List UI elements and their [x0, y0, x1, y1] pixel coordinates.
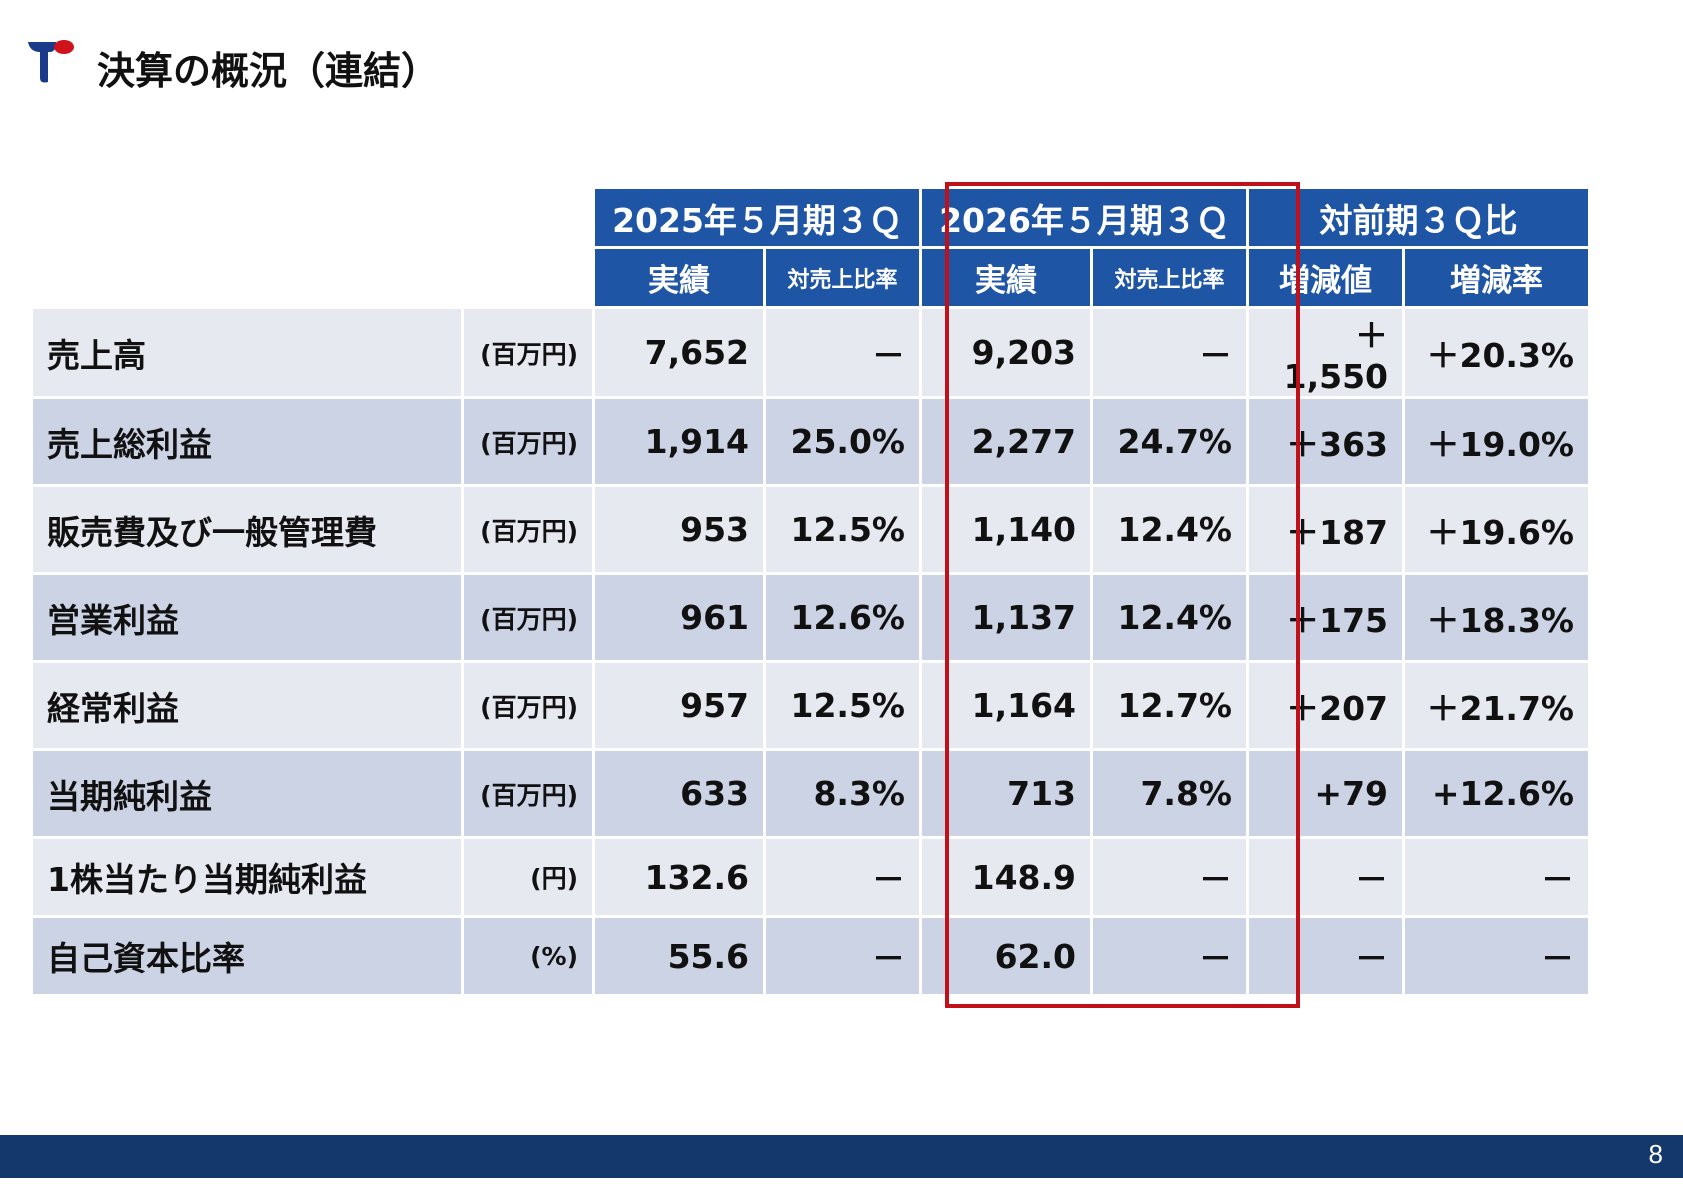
cell-value: 148.9: [922, 839, 1090, 915]
row-unit: (百万円): [464, 487, 592, 572]
row-label: 売上総利益: [33, 399, 461, 484]
row-label: 経常利益: [33, 663, 461, 748]
cell-value: 961: [595, 575, 763, 660]
group-header: 2026年５月期３Ｑ: [922, 189, 1246, 246]
cell-value: 1,137: [922, 575, 1090, 660]
page-title: 決算の概況（連結）: [97, 49, 440, 93]
cell-value: 1,164: [922, 663, 1090, 748]
cell-value: －: [1405, 839, 1588, 915]
cell-value: －: [1093, 839, 1246, 915]
row-unit: (百万円): [464, 751, 592, 836]
cell-value: －: [766, 839, 919, 915]
group-header: 2025年５月期３Ｑ: [595, 189, 919, 246]
cell-value: 1,914: [595, 399, 763, 484]
group-header: 対前期３Ｑ比: [1249, 189, 1588, 246]
cell-value: 25.0%: [766, 399, 919, 484]
subheader: 増減率: [1405, 249, 1588, 306]
subheader: 実績: [595, 249, 763, 306]
cell-value: 957: [595, 663, 763, 748]
table-row: 当期純利益 (百万円) 633 8.3% 713 7.8% +79 +12.6%: [33, 751, 1588, 836]
cell-value: －: [1405, 918, 1588, 994]
cell-value: ＋20.3%: [1405, 309, 1588, 396]
row-unit: (百万円): [464, 309, 592, 396]
cell-value: 7.8%: [1093, 751, 1246, 836]
cell-value: ＋187: [1249, 487, 1402, 572]
subheader: 増減値: [1249, 249, 1402, 306]
cell-value: ＋363: [1249, 399, 1402, 484]
cell-value: 12.4%: [1093, 575, 1246, 660]
cell-value: 12.4%: [1093, 487, 1246, 572]
table-row: 売上高 (百万円) 7,652 － 9,203 －＋1,550 ＋20.3%: [33, 309, 1588, 396]
blank-corner: [33, 189, 592, 246]
row-label: 営業利益: [33, 575, 461, 660]
table-row: 販売費及び一般管理費 (百万円) 953 12.5% 1,140 12.4% ＋187 ＋19…: [33, 487, 1588, 572]
cell-value: +12.6%: [1405, 751, 1588, 836]
cell-value: 12.5%: [766, 487, 919, 572]
row-unit: (百万円): [464, 399, 592, 484]
cell-value: ＋19.6%: [1405, 487, 1588, 572]
cell-value: 132.6: [595, 839, 763, 915]
subheader: 実績: [922, 249, 1090, 306]
cell-value: 713: [922, 751, 1090, 836]
cell-value: －: [766, 918, 919, 994]
cell-value: 12.5%: [766, 663, 919, 748]
row-unit: (円): [464, 839, 592, 915]
row-label: 自己資本比率: [33, 918, 461, 994]
table-row: 経常利益 (百万円) 957 12.5% 1,164 12.7% ＋207 ＋21.7%: [33, 663, 1588, 748]
cell-value: －: [1249, 918, 1402, 994]
row-label: 売上高: [33, 309, 461, 396]
row-label: 1株当たり当期純利益: [33, 839, 461, 915]
cell-value: －: [766, 309, 919, 396]
table-row: 自己資本比率 (%) 55.6 － 62.0 －－－: [33, 918, 1588, 994]
row-label: 当期純利益: [33, 751, 461, 836]
cell-value: －: [1093, 309, 1246, 396]
row-label: 販売費及び一般管理費: [33, 487, 461, 572]
cell-value: +79: [1249, 751, 1402, 836]
cell-value: 1,140: [922, 487, 1090, 572]
cell-value: ＋19.0%: [1405, 399, 1588, 484]
footer-bar: 8: [0, 1135, 1683, 1178]
subheader: 対売上比率: [766, 249, 919, 306]
row-unit: (%): [464, 918, 592, 994]
cell-value: 633: [595, 751, 763, 836]
company-logo: [28, 40, 74, 83]
table-row: 売上総利益 (百万円) 1,914 25.0% 2,277 24.7% ＋363 ＋19.0%: [33, 399, 1588, 484]
blank-corner: [33, 249, 592, 306]
subheader: 対売上比率: [1093, 249, 1246, 306]
table-row: 1株当たり当期純利益 (円) 132.6 － 148.9 －－－: [33, 839, 1588, 915]
cell-value: 55.6: [595, 918, 763, 994]
cell-value: ＋18.3%: [1405, 575, 1588, 660]
page-number: 8: [1648, 1139, 1663, 1169]
cell-value: ＋1,550: [1249, 309, 1402, 396]
cell-value: 7,652: [595, 309, 763, 396]
cell-value: 12.7%: [1093, 663, 1246, 748]
cell-value: 9,203: [922, 309, 1090, 396]
cell-value: 62.0: [922, 918, 1090, 994]
cell-value: 24.7%: [1093, 399, 1246, 484]
cell-value: －: [1249, 839, 1402, 915]
financial-summary-table: 2025年５月期３Ｑ 2026年５月期３Ｑ 対前期３Ｑ比 実績 対売上比率 実績…: [30, 186, 1591, 997]
cell-value: 2,277: [922, 399, 1090, 484]
cell-value: 8.3%: [766, 751, 919, 836]
cell-value: －: [1093, 918, 1246, 994]
row-unit: (百万円): [464, 575, 592, 660]
cell-value: 953: [595, 487, 763, 572]
cell-value: ＋207: [1249, 663, 1402, 748]
table-row: 営業利益 (百万円) 961 12.6% 1,137 12.4% ＋175 ＋18.3%: [33, 575, 1588, 660]
cell-value: ＋175: [1249, 575, 1402, 660]
cell-value: ＋21.7%: [1405, 663, 1588, 748]
cell-value: 12.6%: [766, 575, 919, 660]
row-unit: (百万円): [464, 663, 592, 748]
